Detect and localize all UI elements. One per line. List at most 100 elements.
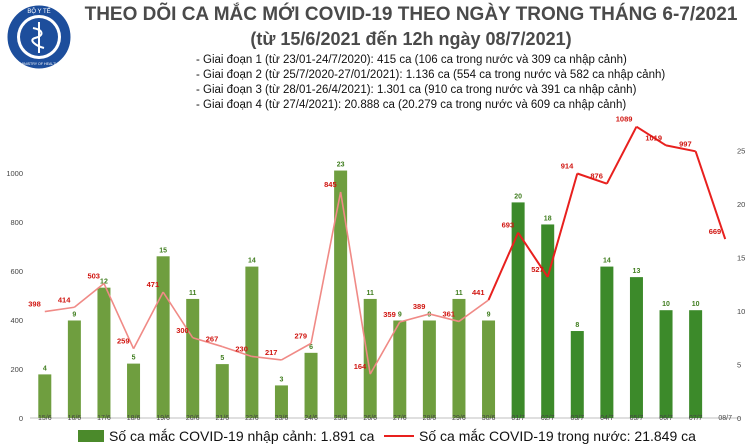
bar	[38, 374, 52, 418]
line-segment	[429, 313, 460, 323]
bar-value-label: 5	[220, 355, 224, 362]
line-value-label: 503	[87, 271, 100, 280]
left-axis-tick-label: 200	[10, 365, 23, 374]
bar-value-label: 11	[189, 290, 197, 297]
line-segment	[251, 355, 282, 361]
logo-bottom-text: MINISTRY OF HEALTH	[20, 62, 58, 66]
line-segment	[399, 313, 430, 323]
line-segment	[576, 172, 608, 185]
bar	[629, 277, 643, 418]
legend-bar-swatch	[78, 430, 104, 442]
line-value-label: 441	[472, 288, 485, 297]
note-phase-1: - Giai đoạn 1 (từ 23/01-24/7/2020): 415 …	[196, 54, 627, 66]
x-tick-label: 19/6	[156, 415, 170, 422]
bar	[67, 320, 81, 418]
line-value-label: 359	[383, 310, 396, 319]
right-axis-tick-label: 20	[737, 200, 745, 209]
line-value-label: 845	[324, 180, 337, 189]
line-value-label: 300	[176, 326, 189, 335]
bar-value-label: 9	[487, 311, 491, 318]
bar	[482, 320, 496, 418]
bar-value-label: 12	[100, 279, 108, 286]
x-tick-label: 22/6	[245, 415, 259, 422]
x-tick-label: 06/7	[659, 415, 673, 422]
x-tick-label: 08/7	[718, 415, 732, 422]
left-axis-tick-label: 0	[19, 414, 23, 423]
line-segment	[162, 291, 194, 339]
line-segment	[369, 321, 401, 375]
legend-item-line: Số ca mắc COVID-19 trong nước: 21.849 ca	[384, 428, 696, 444]
right-axis-tick-label: 15	[737, 254, 745, 263]
bar	[511, 202, 525, 418]
x-tick-label: 26/6	[363, 415, 377, 422]
x-tick-label: 04/7	[600, 415, 614, 422]
line-segment	[44, 306, 75, 313]
bar	[186, 298, 200, 418]
bar	[97, 287, 111, 418]
line-value-label: 398	[28, 300, 41, 309]
bar	[452, 298, 466, 418]
left-axis-tick-label: 1000	[6, 169, 23, 178]
line-segment	[605, 126, 638, 185]
note-phase-2: - Giai đoạn 2 (từ 25/7/2020-27/01/2021):…	[196, 69, 666, 81]
bar-value-label: 18	[544, 215, 552, 222]
bar	[245, 266, 259, 418]
x-tick-label: 29/6	[452, 415, 466, 422]
line-value-label: 164	[354, 362, 367, 371]
ministry-logo: BỘ Y TẾ MINISTRY OF HEALTH	[7, 5, 71, 69]
line-value-label: 693	[502, 221, 515, 230]
x-tick-label: 24/6	[304, 415, 318, 422]
line-segment	[487, 232, 520, 301]
x-tick-label: 05/7	[630, 415, 644, 422]
phase-notes: - Giai đoạn 1 (từ 23/01-24/7/2020): 415 …	[196, 53, 665, 113]
line-segment	[310, 191, 342, 344]
line-segment	[694, 150, 727, 240]
line-segment	[339, 191, 371, 375]
chart-subtitle: (từ 15/6/2021 đến 12h ngày 08/7/2021)	[250, 29, 572, 49]
bar-value-label: 3	[280, 376, 284, 383]
legend-line-label: Số ca mắc COVID-19 trong nước: 21.849 ca	[419, 428, 696, 444]
bar-value-label: 10	[662, 301, 670, 308]
line-segment	[635, 125, 667, 147]
bar	[215, 364, 229, 418]
line-segment	[132, 291, 164, 350]
bar	[659, 310, 673, 418]
x-tick-label: 01/7	[511, 415, 525, 422]
right-axis-tick-label: 25	[737, 147, 745, 156]
x-tick-label: 25/6	[334, 415, 348, 422]
note-phase-3: - Giai đoạn 3 (từ 28/01-26/4/2021): 1.30…	[196, 84, 637, 96]
x-tick-label: 02/7	[541, 415, 555, 422]
bar-value-label: 11	[455, 290, 463, 297]
chart-title: THEO DÕI CA MẮC MỚI COVID-19 THEO NGÀY T…	[84, 4, 738, 25]
bar	[274, 385, 288, 418]
bar-value-label: 5	[132, 355, 136, 362]
bar-value-label: 13	[633, 268, 641, 275]
bar	[304, 352, 318, 418]
x-tick-label: 16/6	[68, 415, 82, 422]
line-value-label: 914	[561, 162, 574, 171]
line-segment	[458, 299, 490, 323]
legend: Số ca mắc COVID-19 nhập cảnh: 1.891 ca S…	[0, 428, 754, 446]
logo-top-text: BỘ Y TẾ	[27, 8, 50, 15]
bar	[570, 331, 584, 418]
line-segment	[103, 283, 135, 350]
left-axis-tick-label: 400	[10, 316, 23, 325]
bar	[334, 170, 348, 418]
line-value-label: 259	[117, 337, 130, 346]
bar-value-label: 23	[337, 162, 345, 169]
left-axis-tick-label: 600	[10, 267, 23, 276]
x-tick-label: 27/6	[393, 415, 407, 422]
right-axis-tick-label: 5	[737, 361, 741, 370]
x-tick-label: 28/6	[423, 415, 437, 422]
line-value-label: 414	[58, 295, 71, 304]
right-axis-tick-label: 10	[737, 307, 745, 316]
x-tick-label: 18/6	[127, 415, 141, 422]
right-axis-tick-label: 0	[737, 414, 741, 423]
line-value-label: 217	[265, 348, 278, 357]
bar-value-label: 20	[514, 193, 522, 200]
x-tick-label: 23/6	[275, 415, 289, 422]
bar	[541, 224, 555, 418]
bar	[422, 320, 436, 418]
line-segment	[222, 345, 253, 358]
bar-value-label: 14	[603, 258, 611, 265]
